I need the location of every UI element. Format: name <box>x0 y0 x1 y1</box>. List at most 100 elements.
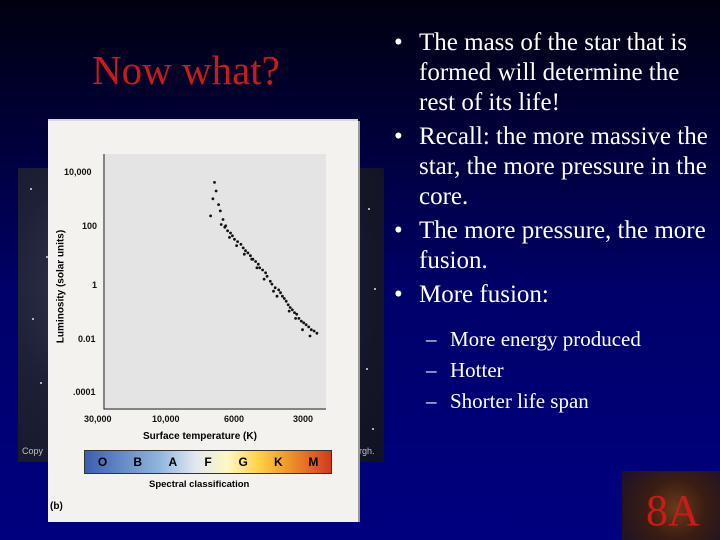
data-point <box>255 266 259 270</box>
sub-bullet-text: More energy produced <box>450 327 641 351</box>
spectral-class-bar: O B A F G K M <box>84 450 332 474</box>
data-point <box>302 321 306 325</box>
sub-bullet-item: – Shorter life span <box>426 389 589 413</box>
spectral-class-f: F <box>204 455 212 469</box>
data-point <box>249 254 252 258</box>
spectral-class-m: M <box>308 455 319 469</box>
y-tick-label: 1 <box>92 280 98 290</box>
data-point <box>254 260 257 263</box>
data-point <box>214 189 218 193</box>
data-point <box>226 229 229 233</box>
hr-diagram-figure: Luminosity (solar units) 10,000 100 1 0.… <box>48 121 358 522</box>
data-point <box>299 319 303 323</box>
y-axis-label: Luminosity (solar units) <box>55 229 67 344</box>
data-point <box>244 249 247 253</box>
data-point <box>290 308 294 312</box>
data-point <box>242 252 246 256</box>
data-point <box>308 334 312 338</box>
spectral-class-b: B <box>133 455 143 469</box>
spectral-classification-label: Spectral classification <box>149 479 250 490</box>
data-point <box>246 251 250 255</box>
data-point <box>264 271 267 275</box>
data-point <box>213 181 216 184</box>
data-point <box>239 242 243 246</box>
data-point <box>224 224 228 228</box>
data-point <box>219 223 223 226</box>
sub-bullet-text: Hotter <box>450 358 504 382</box>
x-tick-label: 30,000 <box>84 414 112 424</box>
data-point <box>315 331 319 335</box>
data-point <box>256 262 260 266</box>
data-point <box>261 268 264 272</box>
axis-lines <box>103 154 326 410</box>
bullet-list: • The mass of the star that is formed wil… <box>386 28 711 417</box>
data-point <box>272 289 275 293</box>
data-point <box>233 237 236 241</box>
sub-bullet-item: – More energy produced <box>426 327 641 351</box>
data-point <box>265 274 269 278</box>
data-point <box>218 209 222 213</box>
bullet-text: More fusion: <box>419 281 549 308</box>
data-point <box>235 244 239 247</box>
data-point <box>258 266 262 270</box>
data-point <box>209 214 212 218</box>
data-point <box>307 325 311 329</box>
data-point <box>279 291 282 295</box>
data-point <box>297 317 301 320</box>
data-point <box>309 328 313 332</box>
data-point <box>211 197 215 201</box>
data-point <box>250 257 254 261</box>
data-point <box>293 311 296 314</box>
data-point <box>262 277 266 281</box>
data-point <box>277 288 281 292</box>
spectral-class-o: O <box>97 455 108 469</box>
sub-bullet-text: Shorter life span <box>450 389 589 413</box>
copyright-text-left: Copy <box>22 446 44 456</box>
copyright-text-right: rgh. <box>359 446 375 456</box>
scatter-plot <box>103 154 326 410</box>
chapter-logo: 8A <box>622 471 720 540</box>
data-point <box>282 297 286 300</box>
sub-bullet-item: – Hotter <box>426 358 504 382</box>
plot-area <box>103 154 326 410</box>
bullet-text: The more pressure, the more fusion. <box>419 217 706 274</box>
data-point <box>286 303 290 307</box>
data-point <box>236 240 240 243</box>
data-point <box>301 328 304 332</box>
x-tick-label: 6000 <box>224 414 245 424</box>
data-point <box>284 299 288 303</box>
y-tick-label: 0.01 <box>78 334 96 344</box>
y-tick-label: .0001 <box>73 387 96 397</box>
data-point <box>294 317 297 320</box>
bullet-item: • The mass of the star that is formed wil… <box>394 29 687 116</box>
data-point <box>231 234 234 238</box>
data-point <box>295 312 299 316</box>
data-point <box>287 309 291 313</box>
data-point <box>228 236 231 239</box>
data-point <box>270 282 274 286</box>
x-tick-label: 10,000 <box>152 414 180 424</box>
y-tick-label: 100 <box>82 221 98 231</box>
slide-title: Now what? <box>92 47 280 93</box>
bullet-item: • More fusion: <box>394 281 549 308</box>
bullet-item: • Recall: the more massive the star, the … <box>394 123 708 210</box>
bullet-text: Recall: the more massive the star, the m… <box>419 123 708 210</box>
data-point <box>229 231 232 235</box>
x-axis-label: Surface temperature (K) <box>143 431 257 442</box>
data-point <box>304 323 308 327</box>
bullet-item: • The more pressure, the more fusion. <box>394 217 706 274</box>
data-point <box>217 203 220 206</box>
y-tick-label: 10,000 <box>64 167 92 177</box>
data-point <box>312 329 316 333</box>
data-point <box>288 306 292 309</box>
logo-text: 8A <box>646 486 700 535</box>
bullet-text: The mass of the star that is formed will… <box>419 29 687 116</box>
spectral-class-k: K <box>273 455 283 469</box>
spectral-class-a: A <box>168 455 178 469</box>
figure-label: (b) <box>50 501 63 512</box>
x-tick-label: 3000 <box>293 414 314 424</box>
spectral-class-g: G <box>238 455 248 469</box>
data-point <box>241 246 245 250</box>
data-point <box>221 218 225 221</box>
data-point <box>268 279 272 283</box>
